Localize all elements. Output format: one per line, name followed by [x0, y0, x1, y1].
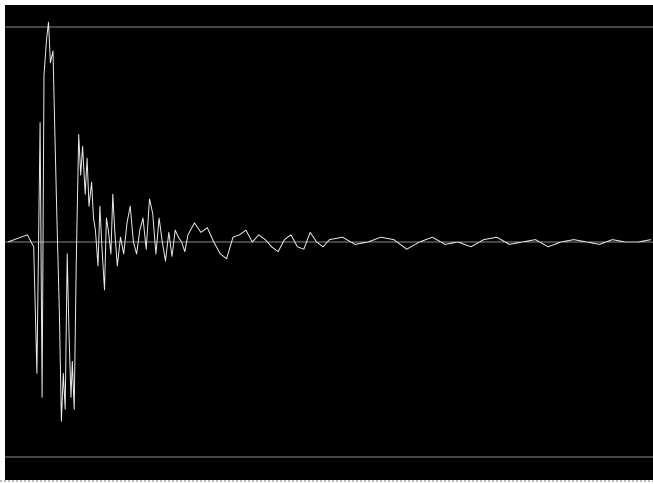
series-layer: [7, 21, 652, 422]
reference-lines: [5, 26, 653, 458]
series-line-0: [7, 21, 652, 422]
